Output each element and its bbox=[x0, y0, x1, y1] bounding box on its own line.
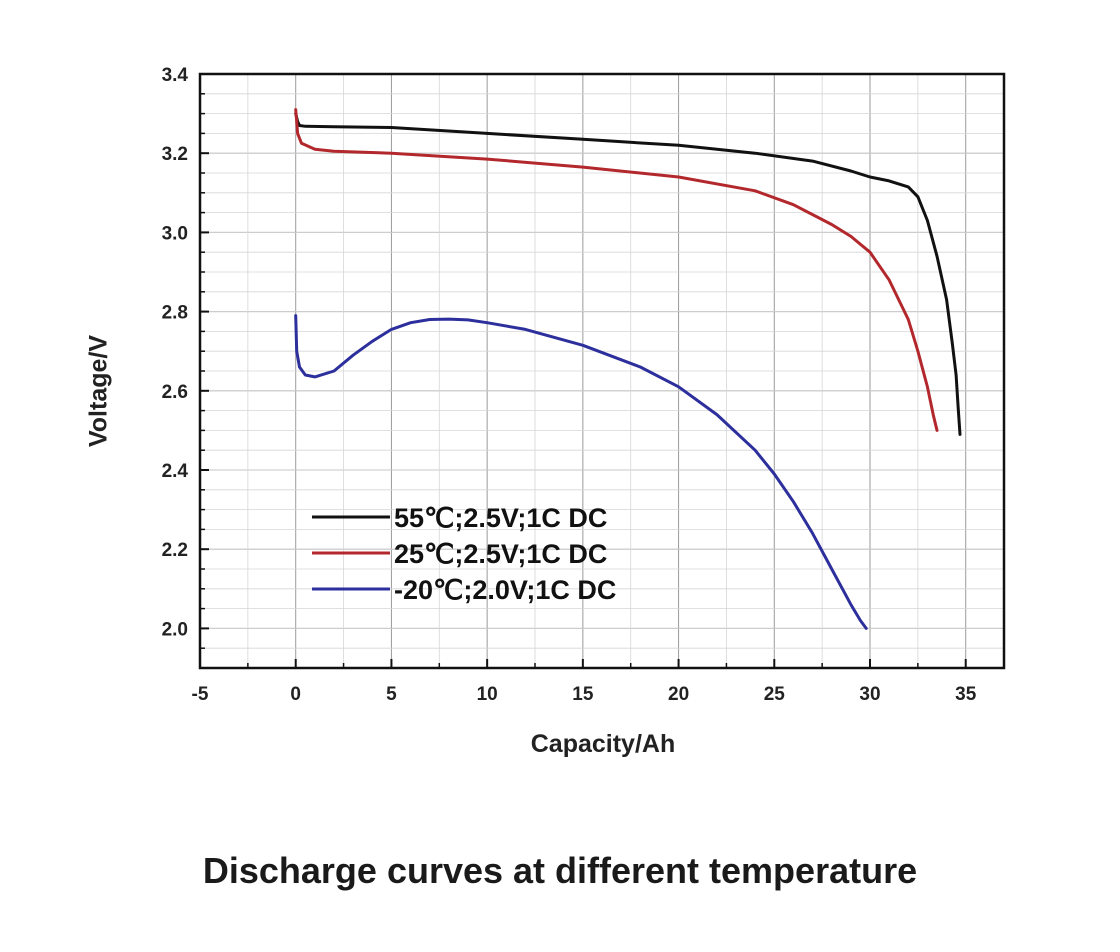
x-tick-label: 25 bbox=[764, 684, 786, 705]
y-tick-label: 2.8 bbox=[162, 303, 188, 324]
discharge-chart: -5 0 5 10 15 20 25 30 35 2.0 2.2 2.4 2.6 2.8 3.0 3.2 3.4… bbox=[85, 65, 1006, 758]
x-tick-label: 10 bbox=[477, 684, 498, 705]
tick-labels: -5 0 5 10 15 20 25 30 35 2.0 2.2 2.4 2.6 2.8 3.0 3.2 3.4 bbox=[162, 65, 977, 705]
series-line-0 bbox=[294, 112, 962, 436]
y-tick-label: 3.0 bbox=[162, 223, 188, 244]
y-tick-label: 2.4 bbox=[162, 461, 189, 482]
axis-ticks bbox=[199, 73, 967, 669]
y-tick-label: 3.2 bbox=[162, 144, 188, 165]
series-line-2 bbox=[294, 314, 868, 630]
legend-label: 55℃;2.5V;1C DC bbox=[394, 503, 607, 533]
legend-label: 25℃;2.5V;1C DC bbox=[394, 539, 607, 569]
legend-label: -20℃;2.0V;1C DC bbox=[394, 575, 616, 605]
y-axis-title: Voltage/V bbox=[85, 335, 113, 447]
y-tick-label: 3.4 bbox=[162, 65, 189, 86]
series-lines bbox=[294, 108, 962, 630]
x-tick-label: 35 bbox=[955, 684, 977, 705]
series-line-1 bbox=[294, 108, 939, 432]
x-tick-label: 30 bbox=[859, 684, 880, 705]
y-tick-label: 2.2 bbox=[162, 540, 188, 561]
x-tick-label: 20 bbox=[668, 684, 689, 705]
legend-item: 55℃;2.5V;1C DC bbox=[312, 503, 607, 533]
legend-item: 25℃;2.5V;1C DC bbox=[312, 539, 607, 569]
figure-caption: Discharge curves at different temperatur… bbox=[202, 850, 918, 891]
x-axis-title: Capacity/Ah bbox=[531, 730, 675, 758]
x-tick-label: 5 bbox=[386, 684, 397, 705]
y-tick-label: 2.6 bbox=[162, 382, 188, 403]
x-tick-label: -5 bbox=[192, 684, 209, 705]
legend-item: -20℃;2.0V;1C DC bbox=[312, 575, 616, 605]
x-tick-label: 15 bbox=[572, 684, 594, 705]
legend: 55℃;2.5V;1C DC 25℃;2.5V;1C DC -20℃;2.0V;1C… bbox=[312, 503, 616, 605]
x-tick-label: 0 bbox=[290, 684, 301, 705]
y-tick-label: 2.0 bbox=[162, 619, 188, 640]
